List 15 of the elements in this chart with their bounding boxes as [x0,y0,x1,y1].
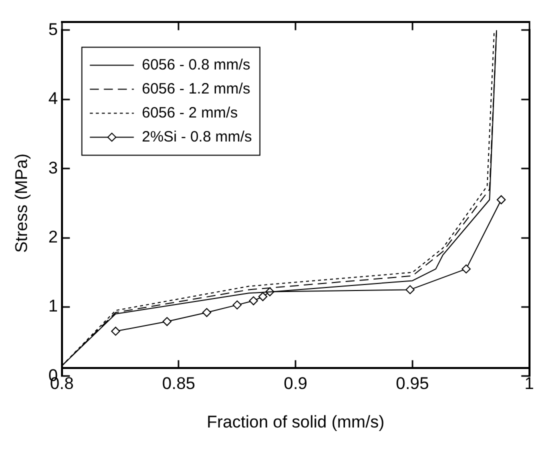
x-tick-label: 0.9 [284,374,308,394]
y-tick-label: 2 [48,227,58,246]
x-axis-title: Fraction of solid (mm/s) [206,412,384,432]
legend-label: 6056 - 2 mm/s [142,104,238,122]
y-tick-label: 3 [48,158,58,178]
legend-label: 6056 - 1.2 mm/s [142,80,250,98]
y-tick-label: 5 [48,20,58,39]
x-tick-label: 0.85 [162,374,196,394]
x-tick-label: 0.95 [396,374,429,394]
y-axis-title: Stress (MPa) [12,154,31,253]
legend-label: 2%Si - 0.8 mm/s [142,128,252,146]
y-tick-label: 4 [48,89,58,108]
x-tick-label: 1 [524,374,534,394]
legend-label: 6056 - 0.8 mm/s [142,56,250,74]
y-tick-label: 1 [48,296,58,316]
